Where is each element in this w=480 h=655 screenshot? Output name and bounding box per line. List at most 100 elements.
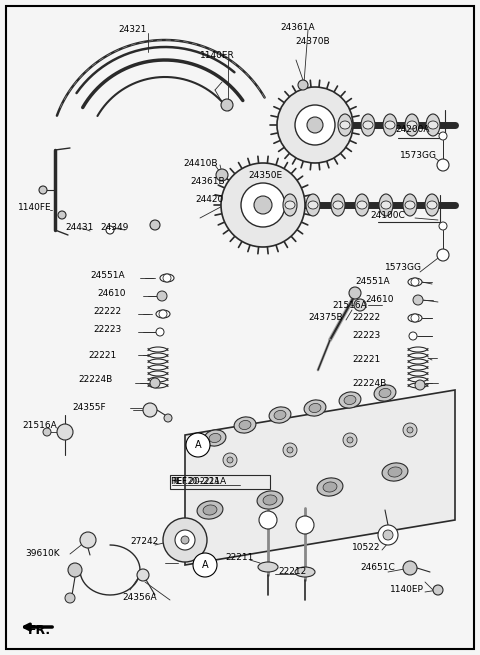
Circle shape xyxy=(349,287,361,299)
Text: 24349: 24349 xyxy=(100,223,128,233)
Text: 24350E: 24350E xyxy=(248,170,282,179)
Text: A: A xyxy=(195,440,201,450)
Text: 24410B: 24410B xyxy=(183,159,217,168)
Ellipse shape xyxy=(323,482,337,492)
Text: 22221: 22221 xyxy=(88,350,116,360)
Circle shape xyxy=(175,530,195,550)
Text: 24551A: 24551A xyxy=(355,278,390,286)
Ellipse shape xyxy=(308,201,318,209)
Circle shape xyxy=(403,423,417,437)
Ellipse shape xyxy=(361,114,375,136)
Circle shape xyxy=(437,159,449,171)
Text: 24100C: 24100C xyxy=(370,210,405,219)
Ellipse shape xyxy=(405,114,419,136)
Text: A: A xyxy=(202,560,208,570)
Text: 10522: 10522 xyxy=(352,544,381,553)
Text: 24355F: 24355F xyxy=(72,403,106,413)
Ellipse shape xyxy=(381,201,391,209)
Circle shape xyxy=(150,378,160,388)
Ellipse shape xyxy=(408,278,422,286)
Ellipse shape xyxy=(382,463,408,481)
Circle shape xyxy=(43,428,51,436)
Circle shape xyxy=(296,516,314,534)
Circle shape xyxy=(378,525,398,545)
Circle shape xyxy=(163,274,171,282)
Circle shape xyxy=(164,414,172,422)
Text: 22223: 22223 xyxy=(93,326,121,335)
Text: 24200A: 24200A xyxy=(395,126,430,134)
Ellipse shape xyxy=(258,562,278,572)
Text: 24610: 24610 xyxy=(365,295,394,305)
Ellipse shape xyxy=(333,201,343,209)
Text: FR.: FR. xyxy=(28,624,51,637)
Circle shape xyxy=(433,585,443,595)
Ellipse shape xyxy=(383,114,397,136)
Ellipse shape xyxy=(379,194,393,216)
Circle shape xyxy=(159,310,167,318)
Ellipse shape xyxy=(425,194,439,216)
Text: REF.20-221A: REF.20-221A xyxy=(172,476,219,485)
Ellipse shape xyxy=(407,121,417,129)
Text: 24370B: 24370B xyxy=(295,37,330,47)
Text: 39610K: 39610K xyxy=(25,550,60,559)
Circle shape xyxy=(57,424,73,440)
Circle shape xyxy=(411,278,419,286)
Ellipse shape xyxy=(156,310,170,318)
Ellipse shape xyxy=(385,121,395,129)
Circle shape xyxy=(254,196,272,214)
Circle shape xyxy=(65,593,75,603)
Circle shape xyxy=(157,291,167,301)
Ellipse shape xyxy=(428,121,438,129)
Ellipse shape xyxy=(426,114,440,136)
Ellipse shape xyxy=(309,403,321,413)
Text: 22224B: 22224B xyxy=(352,379,386,388)
Circle shape xyxy=(223,453,237,467)
Ellipse shape xyxy=(239,421,251,430)
Ellipse shape xyxy=(304,400,326,416)
Ellipse shape xyxy=(234,417,256,433)
Ellipse shape xyxy=(388,467,402,477)
Text: 24321: 24321 xyxy=(118,26,146,35)
Circle shape xyxy=(259,511,277,529)
Circle shape xyxy=(411,314,419,322)
Ellipse shape xyxy=(339,392,361,408)
Circle shape xyxy=(403,561,417,575)
Circle shape xyxy=(216,169,228,181)
Text: 1573GG: 1573GG xyxy=(385,263,422,272)
Ellipse shape xyxy=(344,396,356,405)
Ellipse shape xyxy=(257,491,283,509)
Circle shape xyxy=(439,222,447,230)
Ellipse shape xyxy=(408,314,422,322)
Text: 24420: 24420 xyxy=(195,195,223,204)
Text: 24375B: 24375B xyxy=(308,314,343,322)
Text: 22221: 22221 xyxy=(352,356,380,364)
Circle shape xyxy=(415,380,425,390)
Text: 24431: 24431 xyxy=(65,223,94,233)
Text: 24361B: 24361B xyxy=(190,178,225,187)
Ellipse shape xyxy=(263,495,277,505)
Circle shape xyxy=(283,443,297,457)
Circle shape xyxy=(295,105,335,145)
Text: 24356A: 24356A xyxy=(122,593,156,603)
Text: 1140ER: 1140ER xyxy=(200,50,235,60)
Circle shape xyxy=(347,437,353,443)
Circle shape xyxy=(39,186,47,194)
Ellipse shape xyxy=(204,430,226,446)
Text: 22222: 22222 xyxy=(93,307,121,316)
Circle shape xyxy=(298,80,308,90)
Text: 21516A: 21516A xyxy=(22,421,57,430)
Circle shape xyxy=(156,328,164,336)
Ellipse shape xyxy=(379,388,391,398)
Ellipse shape xyxy=(427,201,437,209)
Circle shape xyxy=(277,87,353,163)
Ellipse shape xyxy=(340,121,350,129)
Text: 22211: 22211 xyxy=(225,553,253,563)
Ellipse shape xyxy=(269,407,291,423)
Circle shape xyxy=(143,403,157,417)
Ellipse shape xyxy=(160,274,174,282)
Ellipse shape xyxy=(405,201,415,209)
Ellipse shape xyxy=(317,478,343,496)
Text: 22224B: 22224B xyxy=(78,375,112,384)
Ellipse shape xyxy=(374,385,396,401)
Circle shape xyxy=(80,532,96,548)
